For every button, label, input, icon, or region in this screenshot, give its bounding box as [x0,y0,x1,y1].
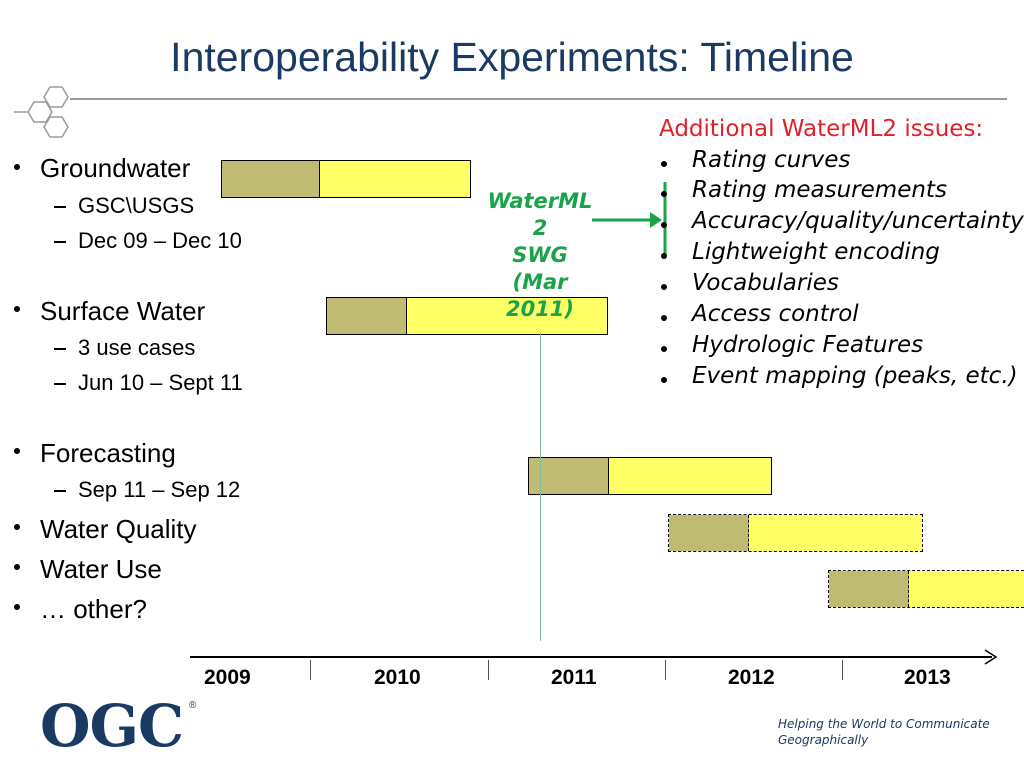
axis-arrow-icon [984,649,998,665]
bar-segment-yellow [407,298,607,334]
axis-year-label: 2012 [728,666,775,689]
sub-dash [54,490,66,492]
axis-year-label: 2011 [551,666,597,689]
axis-tick [310,660,311,680]
axis-year-label: 2009 [204,666,251,689]
axis-year-label: 2013 [904,666,951,689]
bullet-dot [14,306,20,312]
bar-segment-olive [669,515,749,551]
issue-bullet [661,222,667,228]
issue-bullet [661,253,667,259]
registered-mark: ® [189,700,197,711]
axis-tick [842,660,843,680]
sub-dash [54,348,66,350]
swg-marker-line [540,333,541,641]
issue-bullet [661,161,667,167]
bar-segment-yellow [749,515,922,551]
swg-note-line: 2011) [505,297,575,321]
sub-use-cases: 3 use cases [78,335,196,360]
issue-item: Event mapping (peaks, etc.) [692,363,1018,389]
sub-surface-water-dates: Jun 10 – Sept 11 [78,370,243,395]
bullet-dot [14,164,20,170]
issue-bullet [661,315,667,321]
timeline-bar-water-use [828,570,1024,608]
issue-item: Lightweight encoding [692,239,940,265]
axis-tick [488,660,489,680]
bullet-other: … other? [40,594,147,624]
sub-forecasting-dates: Sep 11 – Sep 12 [78,477,241,502]
arrow-right-icon [592,182,667,256]
bullet-dot [14,604,20,610]
bullet-dot [14,564,20,570]
issue-item: Vocabularies [692,270,839,296]
timeline-bar-water-quality [668,514,923,552]
bullet-dot [14,448,20,454]
issue-item: Accuracy/quality/uncertainty [692,208,1024,234]
timeline-bar-surface-water [326,297,608,335]
issue-bullet [661,377,667,383]
issue-item: Hydrologic Features [692,332,924,358]
bar-segment-olive [529,458,609,494]
issue-bullet [661,191,667,197]
bullet-dot [14,524,20,530]
timeline-axis [190,656,992,658]
hexagon-logo-icon [14,86,69,138]
sub-dash [54,383,66,385]
issue-bullet [661,346,667,352]
axis-year-label: 2010 [374,666,421,689]
bar-segment-olive [327,298,407,334]
bullet-water-use: Water Use [40,554,162,584]
sub-groundwater-dates: Dec 09 – Dec 10 [78,228,242,253]
bar-segment-yellow [320,161,470,197]
bullet-groundwater: Groundwater [40,153,191,183]
sub-dash [54,206,66,208]
swg-note-line: 2 [532,216,548,240]
bar-segment-olive [222,161,320,197]
sub-dash [54,241,66,243]
issues-title: Additional WaterML2 issues: [659,116,984,142]
swg-note-line: (Mar [512,270,568,294]
axis-tick [665,660,666,680]
sub-gsc-usgs: GSC\USGS [78,193,195,218]
tagline: Helping the World to Communicate Geograp… [778,717,990,747]
issue-item: Access control [692,301,859,327]
bar-segment-yellow [609,458,771,494]
timeline-bar-forecasting [528,457,772,495]
swg-note-line: SWG [512,243,568,267]
bullet-forecasting: Forecasting [40,438,176,468]
ogc-logo: OGC [40,692,184,760]
issue-item: Rating measurements [692,177,947,203]
timeline-bar-groundwater [221,160,471,198]
bullet-water-quality: Water Quality [40,514,197,544]
swg-note: WaterML 2 SWG (Mar 2011) [482,188,598,323]
slide-title: Interoperability Experiments: Timeline [170,34,854,80]
bar-segment-olive [829,571,909,607]
title-rule [70,98,1007,100]
issue-item: Rating curves [692,147,851,173]
bar-segment-yellow [909,571,1024,607]
swg-note-line: WaterML [487,189,593,213]
bullet-surface-water: Surface Water [40,296,206,326]
issue-bullet [661,284,667,290]
